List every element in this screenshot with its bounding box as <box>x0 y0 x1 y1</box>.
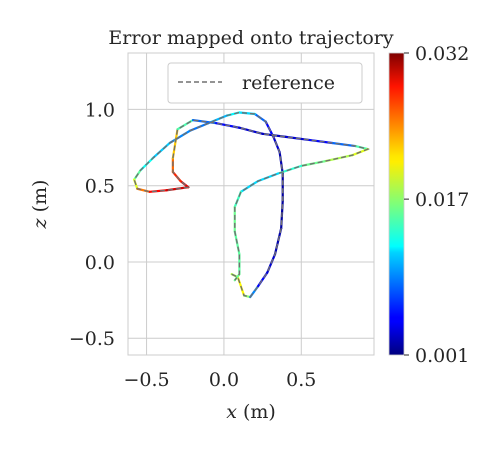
colorbar: 0.001 0.017 0.032 <box>388 43 469 367</box>
colorbar-tick-label: 0.032 <box>415 43 469 65</box>
y-tick-label: 0.0 <box>85 252 115 274</box>
x-tick-label: 0.5 <box>286 369 316 391</box>
reference-path <box>133 111 371 298</box>
legend-reference-label: reference <box>242 72 335 94</box>
trajectory-segment <box>278 151 284 175</box>
y-axis-label-unit: (m) <box>29 180 51 213</box>
colorbar-ticks: 0.001 0.017 0.032 <box>404 43 469 367</box>
chart-title: Error mapped onto trajectory <box>108 27 393 49</box>
y-axis-label: z (m) <box>29 180 51 230</box>
legend-box <box>167 62 363 104</box>
colorbar-tick-label: 0.001 <box>415 345 469 367</box>
x-ticks: −0.5 0.0 0.5 <box>123 369 316 391</box>
y-axis-label-var: z <box>29 217 51 229</box>
x-axis-label-var: x <box>226 401 237 423</box>
x-axis-label: x (m) <box>226 401 276 423</box>
trajectory-segment <box>151 141 171 160</box>
y-ticks: −0.5 0.0 0.5 1.0 <box>69 99 115 350</box>
legend: reference <box>167 62 363 104</box>
y-tick-label: −0.5 <box>69 328 115 350</box>
colorbar-tick-label: 0.017 <box>415 189 469 211</box>
y-tick-label: 1.0 <box>85 99 115 121</box>
colorbar-gradient <box>388 52 405 356</box>
x-axis-label-unit: (m) <box>243 401 276 423</box>
reference-line <box>133 111 371 298</box>
x-tick-label: 0.0 <box>209 369 239 391</box>
y-tick-label: 0.5 <box>85 176 115 198</box>
x-tick-label: −0.5 <box>123 369 169 391</box>
